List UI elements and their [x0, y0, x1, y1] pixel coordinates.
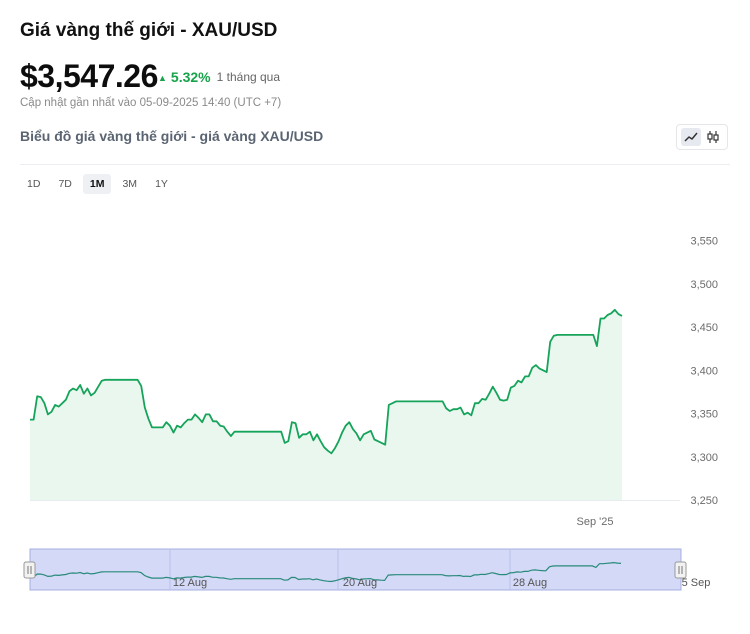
header-divider	[20, 164, 730, 165]
chart-type-switch	[676, 124, 728, 150]
line-chart-button[interactable]	[681, 128, 701, 146]
price-change: ▲ 5.32% 1 tháng qua	[158, 69, 280, 85]
y-tick-label: 3,250	[690, 495, 718, 507]
change-period: 1 tháng qua	[216, 70, 281, 84]
page-title: Giá vàng thế giới - XAU/USD	[20, 20, 278, 41]
navigator-tick-label: 20 Aug	[343, 577, 377, 589]
up-arrow-icon: ▲	[158, 73, 167, 83]
x-tick-label: Sep '25	[577, 516, 614, 528]
y-axis: 3,250 3,300 3,350 3,400 3,450 3,500 3,550	[690, 236, 718, 507]
x-axis: Sep '25	[577, 516, 614, 528]
navigator-tick-label: 12 Aug	[173, 577, 207, 589]
last-updated: Cập nhật gần nhất vào 05-09-2025 14:40 (…	[20, 97, 282, 109]
range-3m-button[interactable]: 3M	[122, 178, 138, 190]
range-navigator: 12 Aug 20 Aug 28 Aug 5 Sep	[23, 548, 711, 591]
price-area	[30, 309, 622, 500]
y-tick-label: 3,300	[690, 452, 718, 464]
navigator-tick-label: 28 Aug	[513, 577, 547, 589]
navigator-window	[29, 548, 682, 591]
candlestick-button[interactable]	[703, 128, 723, 146]
price-line	[30, 308, 623, 455]
y-tick-label: 3,550	[690, 236, 718, 248]
range-7d-button[interactable]: 7D	[58, 178, 72, 190]
y-tick-label: 3,450	[690, 322, 718, 334]
y-tick-label: 3,500	[690, 279, 718, 291]
range-selector: 1D 7D 1M 3M 1Y	[20, 174, 175, 194]
navigator-line	[30, 561, 622, 583]
y-tick-label: 3,400	[690, 365, 718, 377]
range-1y-button[interactable]: 1Y	[155, 178, 168, 190]
navigator-right-handle[interactable]	[674, 561, 687, 579]
change-percent: 5.32%	[170, 69, 211, 85]
range-1m-button[interactable]: 1M	[82, 174, 112, 194]
navigator-left-handle[interactable]	[23, 561, 36, 579]
chart-subtitle: Biểu đồ giá vàng thế giới - giá vàng XAU…	[20, 128, 324, 144]
y-tick-label: 3,350	[690, 409, 718, 421]
line-chart-icon	[684, 132, 698, 142]
navigator-tick-label: 5 Sep	[682, 577, 711, 589]
candlestick-icon	[707, 131, 719, 143]
current-price: $3,547.26	[20, 58, 158, 94]
range-1d-button[interactable]: 1D	[27, 178, 41, 190]
